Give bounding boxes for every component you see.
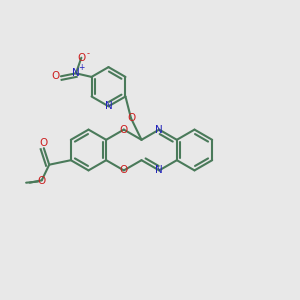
Text: N: N — [155, 124, 163, 135]
Text: +: + — [78, 63, 85, 72]
Text: O: O — [77, 53, 86, 63]
Text: N: N — [105, 101, 112, 111]
Text: N: N — [72, 68, 80, 78]
Text: O: O — [51, 71, 60, 81]
Text: O: O — [120, 165, 128, 176]
Text: O: O — [38, 176, 46, 186]
Text: O: O — [120, 124, 128, 135]
Text: O: O — [40, 138, 48, 148]
Text: -: - — [86, 50, 89, 58]
Text: O: O — [127, 113, 135, 123]
Text: N: N — [155, 165, 163, 176]
